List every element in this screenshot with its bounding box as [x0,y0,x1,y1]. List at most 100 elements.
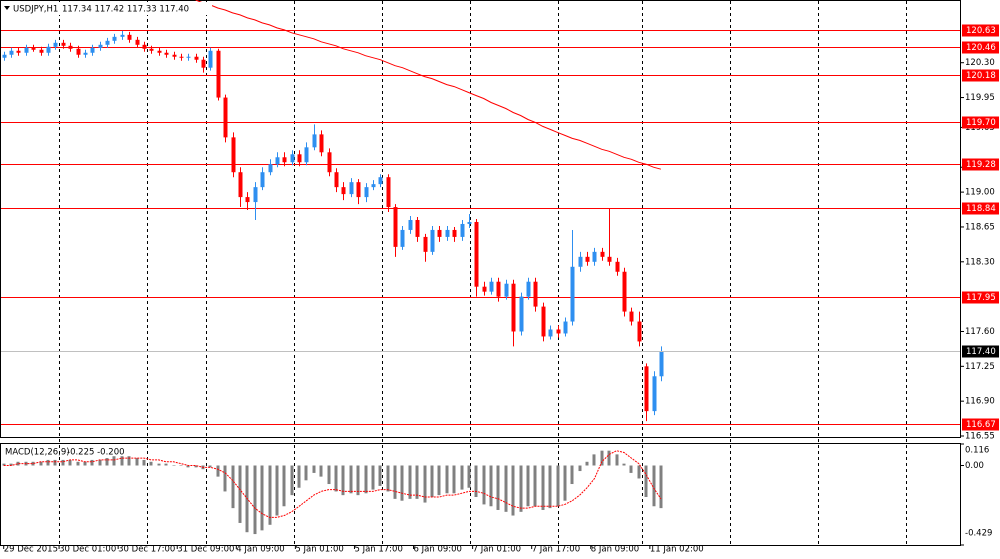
y-tick-label: 0.00 [965,461,984,471]
macd-bar [112,456,116,466]
macd-bar [400,465,404,501]
macd-bar [592,454,596,466]
candle-body [327,152,332,173]
level-label: 119.28 [966,160,996,170]
macd-bar [637,465,641,479]
macd-bar [231,465,235,509]
macd-bar [164,463,168,466]
candle-body [570,266,575,322]
candle-body [467,221,472,224]
macd-bar [120,456,124,466]
macd-bar [460,465,464,490]
macd-bar [260,465,264,531]
quote-readout: 117.34 117.42 117.33 117.40 [62,5,189,15]
candle-body [135,39,140,45]
x-tick-label: 4 Jan 09:00 [236,545,284,555]
candle-body [452,229,457,237]
macd-bar [452,465,456,494]
y-tick-label: 117.60 [965,327,995,337]
y-tick-label: -0.429 [965,529,992,539]
candle-body [208,50,213,68]
candle-body [637,321,642,342]
candle-body [356,182,361,198]
candle-body [9,50,14,55]
macd-bar [76,461,80,466]
level-label-bg [962,116,999,129]
macd-bar [526,465,530,507]
candle-body [659,351,664,377]
candle-body [533,281,538,307]
menu-arrow[interactable] [4,6,10,10]
macd-bar [223,465,227,492]
candle-body [61,42,66,46]
macd-bar [319,465,323,477]
macd-bar [615,454,619,466]
candle-body [460,223,465,237]
candle-body [334,172,339,188]
candle-body [400,229,405,247]
macd-bar [142,459,146,466]
candle-body [275,157,280,165]
macd-bar [511,465,515,516]
level-label-bg [962,202,999,215]
macd-bar [378,465,382,486]
macd-bar [622,463,626,466]
macd-bar [659,465,663,509]
candle-body [39,49,44,53]
y-tick-label: 119.95 [965,93,995,103]
y-tick-label: 116.55 [965,432,995,442]
candle-body [386,177,391,208]
candle-body [149,48,154,51]
macd-bar [268,465,272,525]
macd-bar [474,465,478,498]
macd-bar [556,465,560,507]
candle-body [489,281,494,292]
level-label: 120.18 [966,71,996,81]
candle-body [46,46,51,53]
candle-body [53,42,58,47]
macd-bar [489,465,493,507]
candle-body [607,256,612,262]
macd-bar [356,465,360,496]
level-label-bg [962,24,999,37]
candle-body [504,283,509,297]
candle-body [260,172,265,188]
candle-body [112,36,117,41]
macd-bar [61,459,65,466]
candle-body [415,219,420,237]
macd-bar [31,461,35,466]
y-tick-label: 120.30 [965,58,995,68]
candle-body [622,271,627,312]
macd-bar [652,465,656,507]
candle-body [585,256,590,262]
macd-bar [393,465,397,499]
candle-body [68,45,73,49]
candle-body [541,306,546,337]
x-tick-label: 7 Jan 01:00 [473,545,521,555]
macd-bar [105,458,109,466]
macd-bar [90,459,94,466]
macd-bar [467,465,471,488]
level-label: 117.95 [966,293,996,303]
candle-body [371,184,376,188]
last-price-label: 117.40 [966,347,996,357]
candle-body [223,97,228,138]
macd-bar [179,465,183,466]
macd-bar [135,458,139,466]
candle-body [268,164,273,173]
candle-body [157,50,162,53]
candle-body [201,59,206,68]
header-bg [2,2,212,15]
candle-body [496,281,501,297]
candle-body [290,154,295,163]
y-tick-label: 119.00 [965,188,995,198]
macd-bar [282,465,286,507]
last-price-bg [962,345,999,358]
macd-bar [312,465,316,473]
candle-body [644,366,649,412]
macd-bar [563,465,567,501]
x-tick-label: 29 Dec 2015 [4,545,58,555]
